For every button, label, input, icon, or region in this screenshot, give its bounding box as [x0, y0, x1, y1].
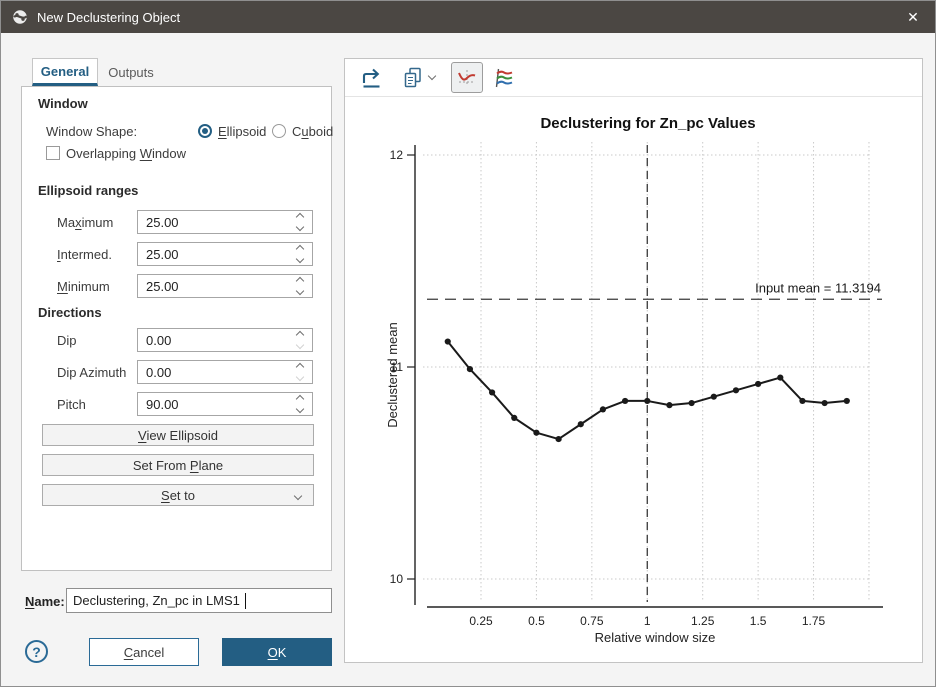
minimum-label: Minimum	[57, 279, 110, 294]
general-tab-panel: Window Window Shape: Ellipsoid Cuboid Ov…	[21, 86, 333, 571]
chevron-down-icon	[293, 491, 303, 501]
minimum-spin-up-icon[interactable]	[295, 276, 305, 286]
tab-general[interactable]: General	[32, 58, 98, 86]
app-icon	[13, 10, 28, 24]
dip-azimuth-spin-up-icon[interactable]	[295, 362, 305, 372]
set-to-dropdown-button[interactable]: Set to	[42, 484, 314, 506]
window-title: New Declustering Object	[37, 9, 181, 25]
maximum-field	[137, 210, 313, 234]
radio-ellipsoid[interactable]: Ellipsoid	[198, 124, 266, 139]
svg-text:0.5: 0.5	[528, 614, 545, 628]
close-icon[interactable]: ✕	[907, 8, 919, 25]
maximum-label: Maximum	[57, 215, 114, 230]
window-section-heading: Window	[38, 96, 88, 111]
ok-button[interactable]: OK	[222, 638, 332, 666]
svg-text:10: 10	[390, 572, 404, 586]
maximum-spin-down-icon[interactable]	[295, 222, 305, 232]
maximum-spin-up-icon[interactable]	[295, 212, 305, 222]
svg-text:Declustered mean: Declustered mean	[385, 322, 400, 428]
pitch-spin-down-icon[interactable]	[295, 404, 305, 414]
text-caret	[245, 593, 246, 609]
ok-label: OK	[267, 644, 287, 660]
intermed-label: Intermed.	[57, 247, 112, 262]
set-from-plane-button[interactable]: Set From Plane	[42, 454, 314, 476]
name-input[interactable]	[67, 589, 331, 612]
svg-text:11: 11	[391, 360, 404, 374]
radio-ellipsoid-label: Ellipsoid	[218, 124, 267, 139]
pitch-field	[137, 392, 313, 416]
intermed-field	[137, 242, 313, 266]
set-from-plane-label: Set From Plane	[132, 457, 224, 473]
dip-spin-up-icon[interactable]	[295, 330, 305, 340]
decluster-curve-icon[interactable]	[451, 62, 483, 93]
view-ellipsoid-label: View Ellipsoid	[138, 427, 218, 443]
export-icon[interactable]	[359, 66, 383, 90]
svg-text:0.25: 0.25	[469, 614, 493, 628]
intermed-spin-up-icon[interactable]	[295, 244, 305, 254]
maximum-input[interactable]	[138, 211, 288, 233]
pitch-input[interactable]	[138, 393, 288, 415]
svg-text:Relative window size: Relative window size	[595, 630, 716, 645]
svg-text:1: 1	[644, 614, 651, 628]
set-to-label: Set to	[161, 487, 195, 503]
minimum-spin-down-icon[interactable]	[295, 286, 305, 296]
directions-heading: Directions	[38, 305, 102, 320]
copy-icon[interactable]	[401, 66, 437, 90]
radio-ellipsoid-circle[interactable]	[198, 124, 212, 138]
titlebar: New Declustering Object ✕	[1, 1, 935, 33]
svg-text:1.5: 1.5	[750, 614, 767, 628]
window-shape-label: Window Shape:	[46, 124, 138, 139]
dip-azimuth-spin-down-icon	[295, 372, 305, 382]
svg-text:12: 12	[390, 148, 404, 162]
dip-azimuth-input[interactable]	[138, 361, 288, 383]
svg-text:1.75: 1.75	[802, 614, 826, 628]
minimum-input[interactable]	[138, 275, 288, 297]
dip-azimuth-field	[137, 360, 313, 384]
ellipsoid-ranges-heading: Ellipsoid ranges	[38, 183, 139, 198]
tab-general-label: General	[40, 63, 90, 79]
tab-outputs-label: Outputs	[108, 64, 154, 80]
radio-cuboid-circle[interactable]	[272, 124, 286, 138]
overlapping-window-box[interactable]	[46, 146, 60, 160]
minimum-field	[137, 274, 313, 298]
svg-text:Input mean = 11.3194: Input mean = 11.3194	[755, 280, 881, 295]
dip-spin-down-icon	[295, 340, 305, 350]
dip-field	[137, 328, 313, 352]
intermed-input[interactable]	[138, 243, 288, 265]
dip-azimuth-label: Dip Azimuth	[57, 365, 127, 380]
svg-text:Declustering for Zn_pc Values: Declustering for Zn_pc Values	[540, 115, 755, 132]
pitch-spin-up-icon[interactable]	[295, 394, 305, 404]
dip-input[interactable]	[138, 329, 288, 351]
radio-cuboid[interactable]: Cuboid	[272, 124, 333, 139]
overlapping-window-checkbox[interactable]: Overlapping Window	[46, 146, 186, 161]
chevron-down-icon[interactable]	[427, 71, 437, 81]
help-icon: ?	[32, 643, 41, 660]
pitch-label: Pitch	[57, 397, 86, 412]
help-button[interactable]: ?	[25, 640, 48, 663]
cancel-label: Cancel	[123, 644, 165, 660]
declustering-chart: Input mean = 11.3194 10 11 12 0.25 0.5 0.75 1 1.…	[385, 115, 883, 645]
chart-toolbar	[345, 59, 922, 97]
tab-outputs[interactable]: Outputs	[98, 58, 164, 86]
name-label: Name:	[25, 594, 65, 609]
intermed-spin-down-icon[interactable]	[295, 254, 305, 264]
svg-text:0.75: 0.75	[580, 614, 604, 628]
chart-panel: Input mean = 11.3194 10 11 12 0.25 0.5 0.75 1 1.…	[344, 58, 923, 663]
svg-text:1.25: 1.25	[691, 614, 715, 628]
view-ellipsoid-button[interactable]: View Ellipsoid	[42, 424, 314, 446]
multi-line-chart-icon[interactable]	[487, 62, 519, 93]
cancel-button[interactable]: Cancel	[89, 638, 199, 666]
radio-cuboid-label: Cuboid	[292, 124, 334, 139]
dip-label: Dip	[57, 333, 77, 348]
name-field	[66, 588, 332, 613]
overlapping-window-label: Overlapping Window	[66, 146, 186, 161]
